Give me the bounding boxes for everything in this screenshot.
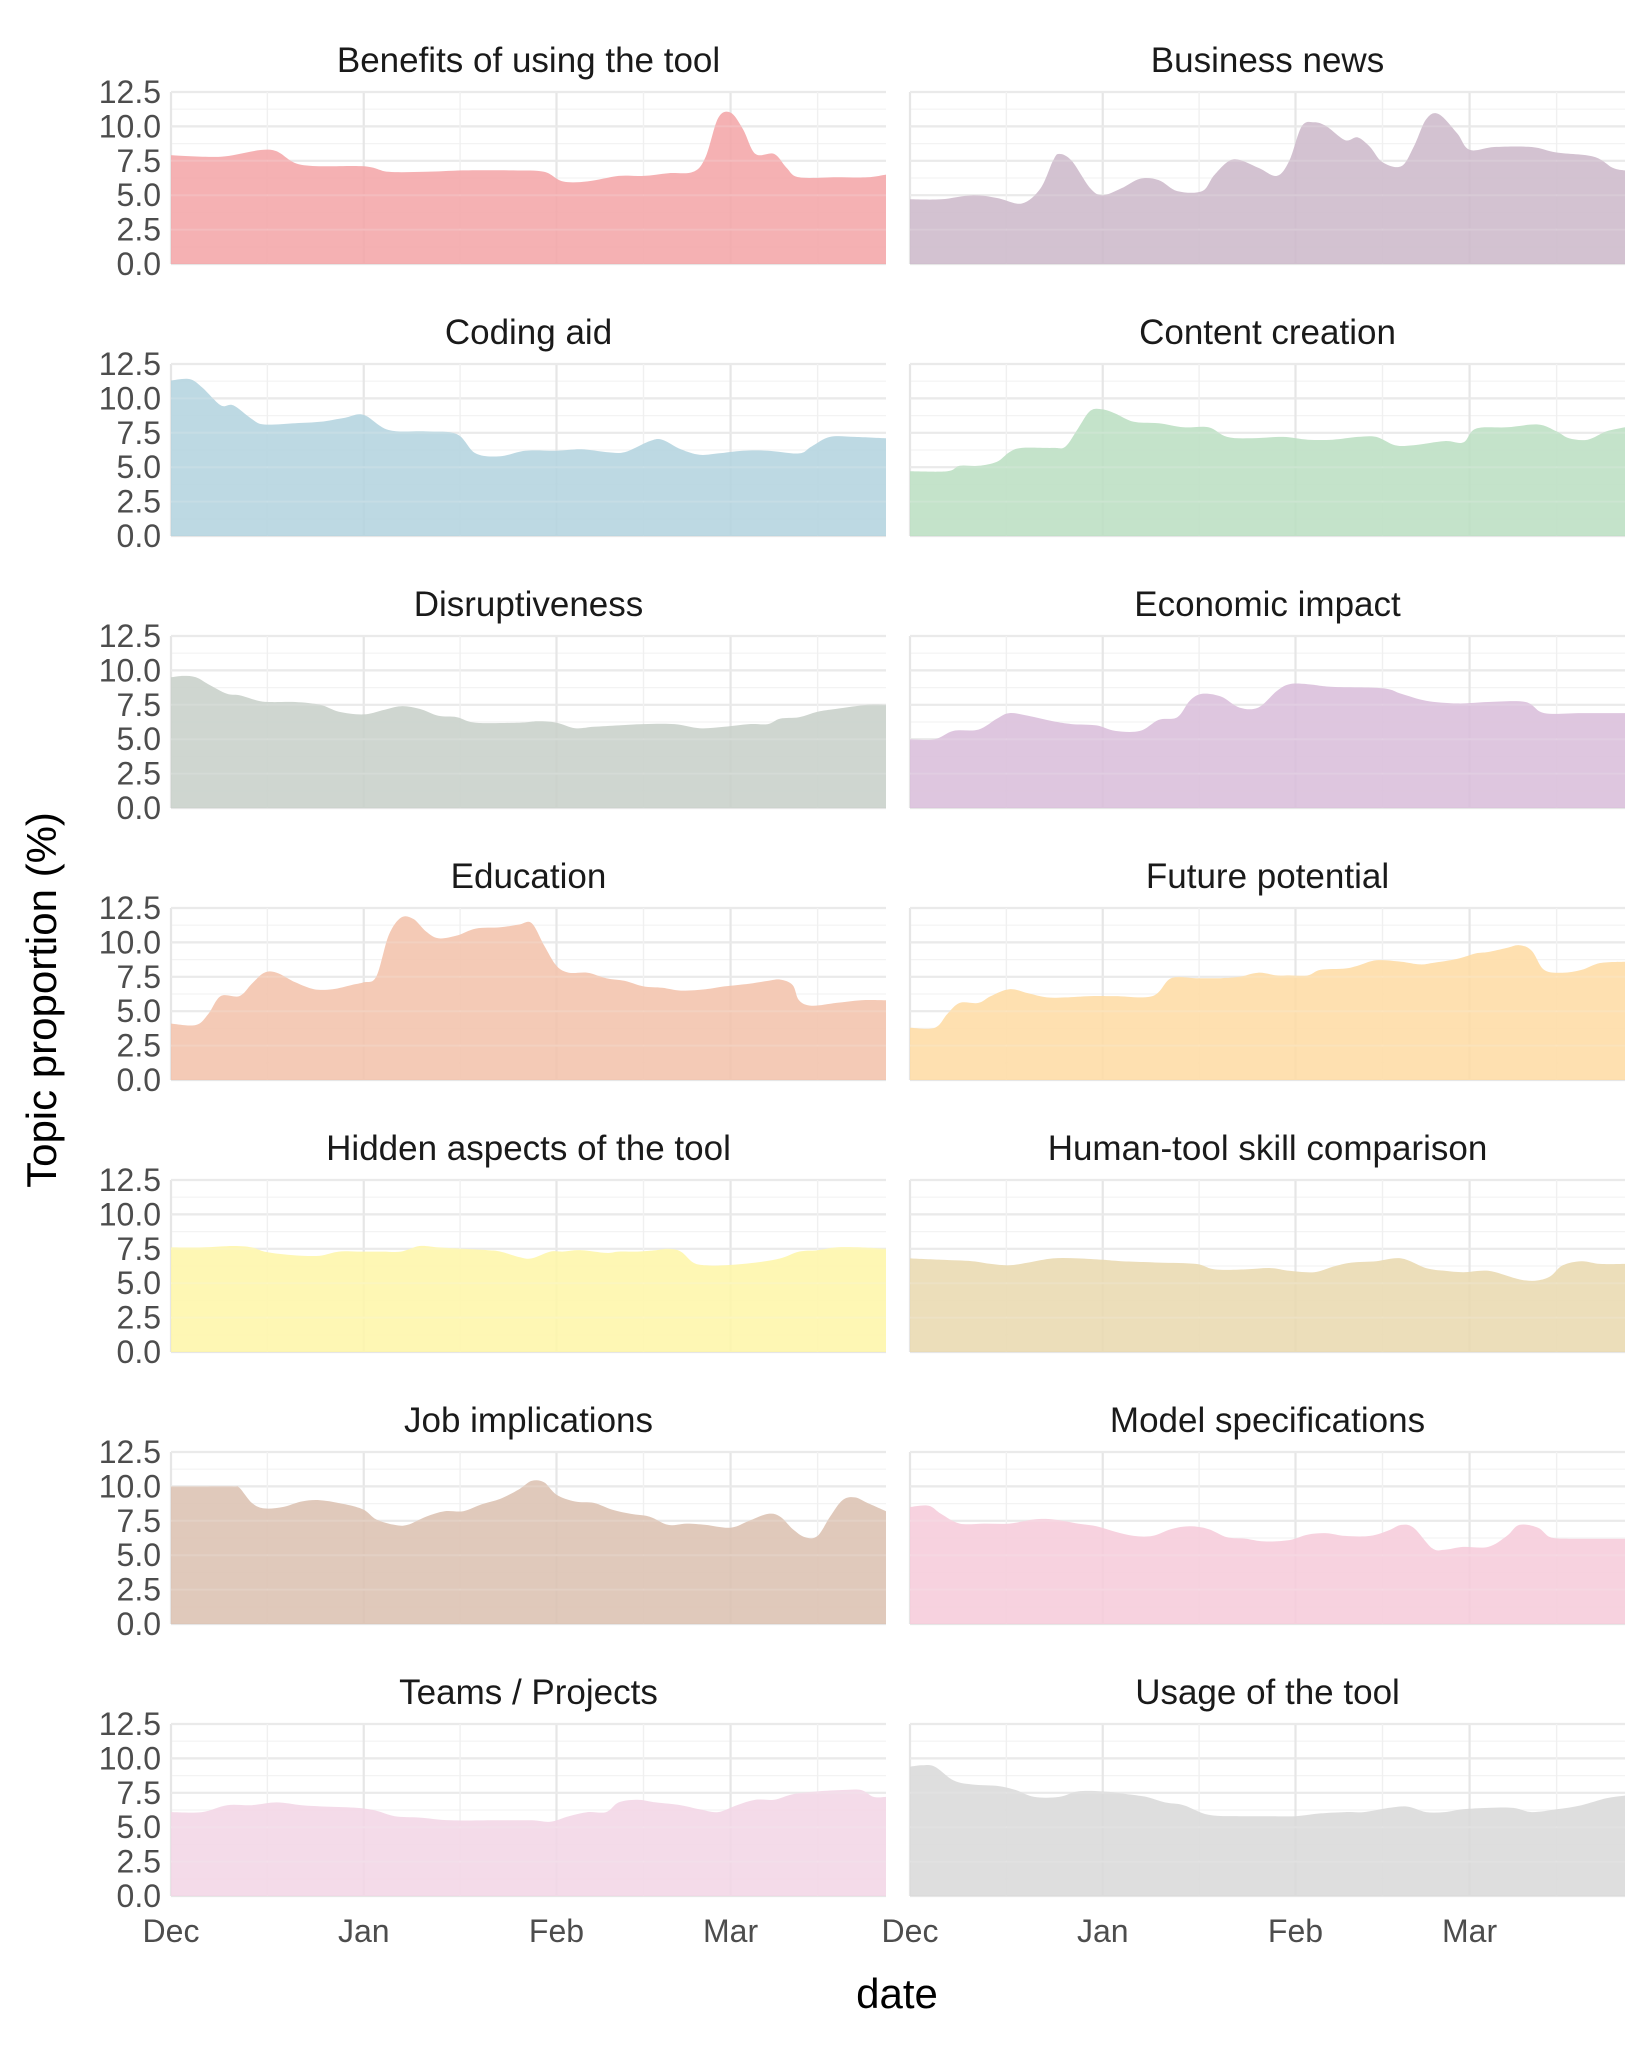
facet-coding-aid: Coding aid 0.02.55.07.510.012.5 — [99, 313, 886, 554]
facet-job-implications: Job implications 0.02.55.07.510.012.5 — [99, 1401, 886, 1642]
y-tick-label: 10.0 — [99, 108, 161, 144]
y-tick-label: 7.5 — [117, 1775, 161, 1811]
facet-benefits-of-using-the-tool: Benefits of using the tool 0.02.55.07.510… — [99, 41, 886, 282]
x-tick-label: Feb — [529, 1913, 584, 1949]
facet-title: Education — [451, 857, 607, 896]
y-tick-label: 7.5 — [117, 1231, 161, 1267]
facet-title: Coding aid — [445, 313, 612, 352]
y-tick-label: 7.5 — [117, 687, 161, 723]
y-tick-label: 12.5 — [99, 618, 161, 654]
area-usage-of-the-tool — [910, 1765, 1625, 1896]
facet-title: Disruptiveness — [414, 585, 644, 624]
y-tick-label: 2.5 — [117, 212, 161, 248]
facet-title: Usage of the tool — [1135, 1673, 1400, 1712]
facet-title: Benefits of using the tool — [337, 41, 720, 80]
area-business-news — [910, 113, 1625, 264]
y-tick-label: 10.0 — [99, 1740, 161, 1776]
y-tick-label: 12.5 — [99, 1162, 161, 1198]
area-economic-impact — [910, 683, 1625, 808]
facet-title: Job implications — [404, 1401, 653, 1440]
y-tick-label: 5.0 — [117, 449, 161, 485]
y-tick-label: 12.5 — [99, 1434, 161, 1470]
facet-title: Teams / Projects — [399, 1673, 658, 1712]
y-tick-label: 0.0 — [117, 518, 161, 554]
y-tick-label: 10.0 — [99, 1468, 161, 1504]
y-tick-label: 2.5 — [117, 1300, 161, 1336]
facet-disruptiveness: Disruptiveness 0.02.55.07.510.012.5 — [99, 585, 886, 826]
y-tick-label: 5.0 — [117, 1809, 161, 1845]
y-tick-label: 12.5 — [99, 1706, 161, 1742]
facet-model-specifications: Model specifications — [908, 1401, 1625, 1626]
y-tick-label: 10.0 — [99, 380, 161, 416]
y-tick-label: 10.0 — [99, 924, 161, 960]
facet-content-creation: Content creation — [908, 313, 1625, 538]
y-tick-label: 12.5 — [99, 890, 161, 926]
y-tick-label: 0.0 — [117, 1606, 161, 1642]
y-tick-label: 12.5 — [99, 74, 161, 110]
facet-title: Human-tool skill comparison — [1048, 1129, 1488, 1168]
x-axis-group: Dec Jan Feb Mar Dec Jan Feb Mar — [143, 1913, 1498, 1949]
facet-title: Business news — [1151, 41, 1384, 80]
facet-economic-impact: Economic impact — [908, 585, 1625, 810]
y-tick-label: 5.0 — [117, 993, 161, 1029]
y-tick-label: 7.5 — [117, 415, 161, 451]
facet-hidden-aspects-of-the-tool: Hidden aspects of the tool 0.02.55.07.510… — [99, 1129, 886, 1370]
x-axis-title: date — [856, 1970, 938, 2017]
area-education — [171, 916, 886, 1080]
y-tick-label: 12.5 — [99, 346, 161, 382]
y-tick-label: 5.0 — [117, 1265, 161, 1301]
area-model-specifications — [910, 1505, 1625, 1624]
facet-title: Hidden aspects of the tool — [326, 1129, 731, 1168]
area-human-tool-skill-comparison — [910, 1258, 1625, 1352]
facet-business-news: Business news — [908, 41, 1625, 266]
area-benefits-of-using-the-tool — [171, 111, 886, 264]
facet-education: Education 0.02.55.07.510.012.5 — [99, 857, 886, 1098]
facet-teams-projects: Teams / Projects 0.02.55.07.510.012.5 — [99, 1673, 886, 1914]
y-tick-label: 0.0 — [117, 790, 161, 826]
y-tick-label: 0.0 — [117, 1062, 161, 1098]
x-tick-label: Mar — [703, 1913, 758, 1949]
x-tick-label: Jan — [1077, 1913, 1129, 1949]
area-disruptiveness — [171, 675, 886, 808]
y-tick-label: 2.5 — [117, 756, 161, 792]
area-teams-projects — [171, 1789, 886, 1896]
x-tick-label: Mar — [1442, 1913, 1497, 1949]
y-tick-label: 5.0 — [117, 1537, 161, 1573]
y-tick-label: 2.5 — [117, 1844, 161, 1880]
y-tick-label: 7.5 — [117, 143, 161, 179]
facet-title: Economic impact — [1134, 585, 1401, 624]
y-tick-label: 7.5 — [117, 959, 161, 995]
x-tick-label: Dec — [143, 1913, 200, 1949]
area-coding-aid — [171, 378, 886, 536]
facet-usage-of-the-tool: Usage of the tool — [908, 1673, 1625, 1898]
area-future-potential — [910, 945, 1625, 1080]
x-tick-label: Jan — [338, 1913, 390, 1949]
y-tick-label: 0.0 — [117, 1334, 161, 1370]
y-tick-label: 10.0 — [99, 652, 161, 688]
area-job-implications — [171, 1480, 886, 1624]
y-axis-title: Topic proportion (%) — [18, 812, 65, 1188]
y-tick-label: 0.0 — [117, 246, 161, 282]
y-tick-label: 2.5 — [117, 484, 161, 520]
y-tick-label: 7.5 — [117, 1503, 161, 1539]
x-tick-label: Feb — [1268, 1913, 1323, 1949]
y-tick-label: 2.5 — [117, 1572, 161, 1608]
y-tick-label: 5.0 — [117, 721, 161, 757]
facet-human-tool-skill-comparison: Human-tool skill comparison — [908, 1129, 1625, 1354]
area-content-creation — [910, 408, 1625, 536]
y-tick-label: 5.0 — [117, 177, 161, 213]
x-tick-label: Dec — [882, 1913, 939, 1949]
area-hidden-aspects-of-the-tool — [171, 1245, 886, 1352]
facet-title: Future potential — [1146, 857, 1389, 896]
y-tick-label: 10.0 — [99, 1196, 161, 1232]
facet-title: Content creation — [1139, 313, 1396, 352]
y-tick-label: 0.0 — [117, 1878, 161, 1914]
facet-future-potential: Future potential — [908, 857, 1625, 1082]
facet-panels: Benefits of using the tool0.02.55.07.510… — [99, 41, 1625, 1914]
facet-title: Model specifications — [1110, 1401, 1425, 1440]
y-tick-label: 2.5 — [117, 1028, 161, 1064]
